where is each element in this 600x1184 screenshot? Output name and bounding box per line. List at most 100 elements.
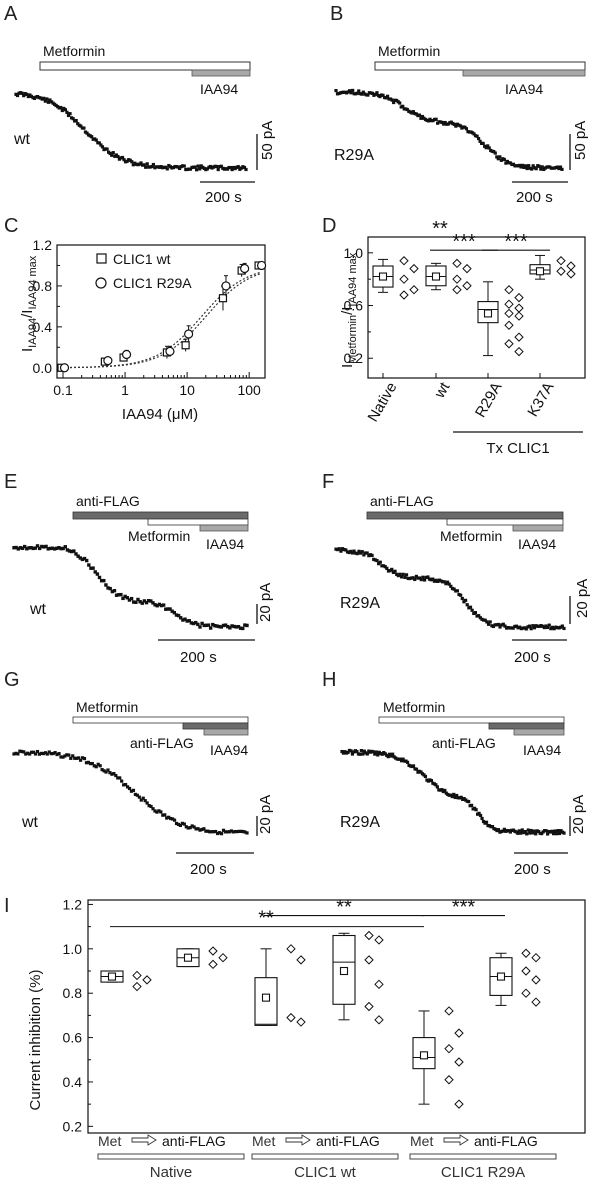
trace-point [398,101,402,105]
i-box-5-mean [496,972,506,981]
trace-point [359,551,363,555]
trace-point [193,165,197,169]
trace-point [336,547,340,552]
trace-point [215,624,219,628]
trace-point [390,98,394,102]
trace-point [73,756,77,760]
trace-point [110,772,114,776]
trace-point [339,549,343,553]
trace-point [401,572,405,576]
c-xtick-label: 0.1 [53,382,73,398]
c-point-r29a [103,356,113,366]
trace-point [372,557,376,561]
trace-point [164,607,168,611]
trace-point [230,167,234,172]
trace-point [490,624,494,628]
trace-point [18,546,23,550]
d-point [399,256,409,266]
trace-point [371,750,375,754]
trace-point [159,603,164,608]
d-box-2-mean [483,309,493,318]
trace-point [495,155,499,159]
trace-point [500,623,504,627]
trace-point [434,578,438,582]
trace-point [236,165,240,169]
trace-point [170,609,174,613]
trace-point [44,544,48,549]
trace-point [455,589,459,593]
d-point [399,274,409,284]
trace-point [28,752,32,756]
trace-point [457,592,461,597]
trace-point [16,547,20,551]
trace-point [97,575,102,580]
d-category-label: wt [431,379,454,402]
trace-point [346,750,350,755]
trace-point [155,810,159,814]
c-ytick-label: 0.8 [33,278,53,294]
trace-point [48,98,52,102]
trace-point [444,582,448,586]
iaa94-bar-g [203,728,249,736]
i-sublabel-met: Met [410,1133,433,1149]
trace-point [25,547,29,551]
trace-point [198,167,202,171]
trace-point [43,751,47,755]
trace-point [139,161,143,165]
i-point [454,1099,464,1109]
trace-point [75,756,79,760]
trace-point [562,831,566,835]
trace-point [59,105,63,110]
trace-point [232,624,236,629]
trace-point [167,815,171,819]
trace-point [454,589,458,593]
trace-point [211,622,215,627]
trace-point [531,624,535,628]
iaa94-label-g: IAA94 [210,742,248,758]
trace-point [204,623,209,628]
i-sublabel-met: Met [98,1133,121,1149]
trace-point [525,166,529,171]
trace-point [172,818,177,822]
c-ytick-label: 0.4 [33,319,53,335]
metformin-bar-f [446,518,564,526]
trace-point [176,613,181,618]
scale-h-label-f: 200 s [514,649,551,666]
i-ytick-label: 0.4 [63,1074,83,1090]
trace-point [79,124,83,128]
antiflag-bar-g [182,722,249,730]
trace-point [40,544,44,549]
i-point [374,935,384,945]
trace-point [193,620,198,625]
i-point [296,955,306,965]
trace-point [94,765,98,769]
trace-point [537,164,541,168]
trace-point [334,88,338,93]
tx-clic1-label: Tx CLIC1 [486,440,549,457]
panel-h: H Metformin anti-FLAG IAA94 R29A 20 pA 2… [322,669,587,878]
d-sig-label: *** [504,231,528,253]
trace-point [45,97,49,101]
trace-point [350,752,355,756]
d-point [452,274,462,284]
trace-g [12,749,249,836]
trace-point [362,553,366,557]
trace-point [74,552,78,556]
trace-point [508,830,512,834]
trace-point [427,577,432,581]
trace-point [400,575,404,579]
trace-point [529,627,533,631]
metformin-label-h: Metformin [383,699,445,715]
trace-point [530,167,534,171]
panel-letter-e: E [4,471,17,493]
trace-point [125,596,129,600]
trace-point [142,163,146,167]
scale-h-label-b: 200 s [516,189,553,206]
trace-point [217,831,222,835]
trace-point [551,832,556,836]
trace-point [493,623,497,627]
trace-point [172,611,177,615]
trace-point [121,596,125,601]
trace-point [549,627,553,631]
c-ylabel: IIAA94/IIAA94 max [19,255,39,352]
